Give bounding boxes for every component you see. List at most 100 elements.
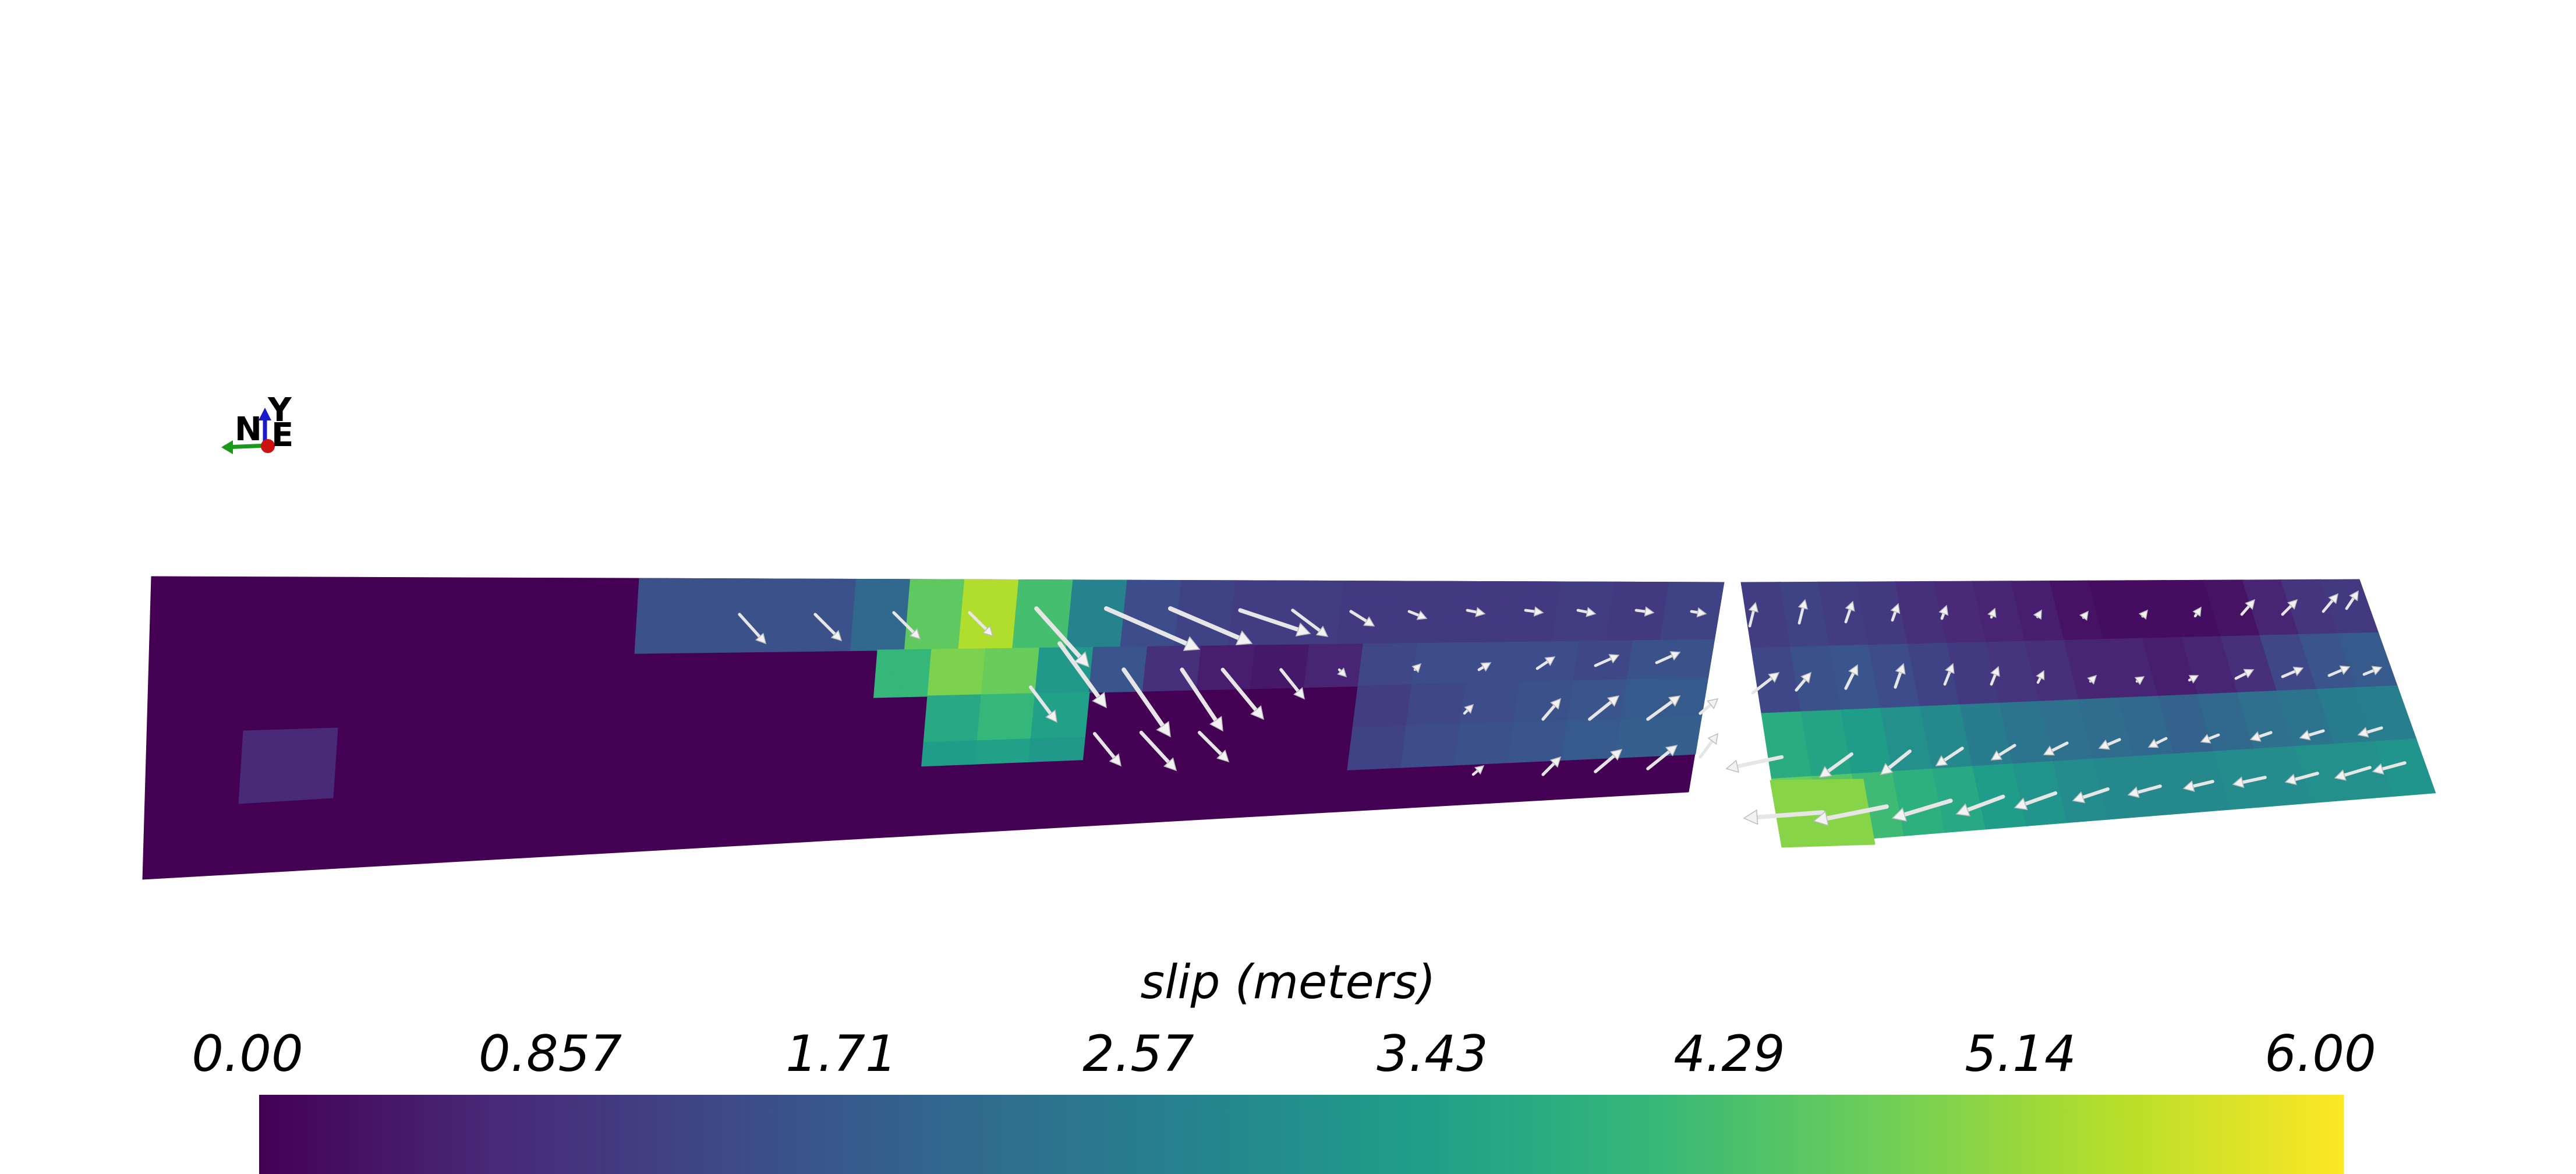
slip-arrow-head [1644,606,1655,617]
slip-arrow-head [1990,666,2000,677]
slip-patch [1563,719,1595,741]
slip-arrow-head [1474,765,1485,775]
slip-arrow-head [1216,749,1230,763]
slip-arrow [2023,791,2058,806]
slip-patch [1498,621,1529,643]
slip-arrow-head [2334,769,2347,781]
slip-arrow-head [2249,731,2262,742]
slip-arrow [2193,612,2198,618]
slip-arrow [1168,606,1241,641]
slip-arrow-head [1480,662,1492,672]
slip-patch [1255,623,1286,646]
slip-patch [1035,670,1066,694]
slip-arrow-head [2372,763,2384,775]
slip-arrow-head [1696,607,1707,618]
axis-label-up: Y [268,391,292,429]
slip-patch [1693,582,1725,602]
slip-arrow [1407,610,1421,617]
slip-patch [1389,622,1421,645]
slip-arrow [1198,731,1223,756]
slip-arrow-head [2339,665,2351,676]
slip-arrow-head [2349,590,2359,602]
slip-patch [979,694,1010,719]
slip-arrow [1690,610,1700,614]
slip-arrow [1655,654,1674,664]
slip-patch [1059,691,1090,716]
fault-patches [142,576,2436,880]
slip-patch [1513,701,1545,723]
slip-arrow-head [2287,599,2298,610]
slip-patch [1203,602,1234,625]
colorbar-tick: 6.00 [2264,1025,2376,1083]
slip-arrow-head [2182,780,2195,792]
slip-patch [1561,738,1592,761]
slip-patch [1406,704,1437,727]
slip-patch [1483,722,1515,744]
slip-patch [1492,662,1523,684]
slip-arrow [1735,755,1784,769]
slip-arrow-head [1955,803,1971,816]
slip-patch [1311,602,1343,624]
slip-arrow-head [1235,630,1253,646]
slip-arrow-head [2357,727,2369,738]
slip-arrow-head [1707,733,1718,745]
slip-arrow [968,611,988,631]
slip-patch [1422,581,1453,603]
slip-patch [875,649,905,674]
slip-arrow [2281,670,2297,678]
slip-patch [923,718,954,744]
slip-arrow [1646,749,1671,770]
slip-arrow [2191,780,2214,788]
slip-patch [1435,683,1467,705]
slip-arrow-head [1987,607,1997,618]
slip-patch [1179,580,1210,603]
slip-arrow-head [1607,695,1620,707]
slip-patch [1569,680,1601,702]
slip-patch [1605,620,1637,642]
slip-patch [1441,642,1473,664]
slip-arrow-head [1935,755,1948,766]
slip-patch [719,578,749,604]
slip-patch [987,602,1018,627]
slip-arrow-head [1890,603,1901,614]
slip-patch [927,671,958,697]
slip-patch [1489,681,1520,704]
slip-arrow [2036,676,2042,684]
slip-arrow [1104,606,1190,646]
slip-patch [1417,622,1448,644]
slip-arrow [1466,609,1478,614]
slip-patch [796,626,827,652]
slip-arrow [1576,609,1589,614]
slip-arrow-head [909,628,921,640]
slip-arrow [1891,610,1897,622]
slip-patch [688,627,719,653]
slip-patch [1579,621,1610,642]
slip-patch [1680,658,1712,679]
slip-patch-small [238,727,338,804]
slip-arrow-head [755,632,767,645]
slip-patch [1537,720,1569,742]
slip-arrow [1477,666,1485,671]
slip-patch [954,671,985,696]
slip-patch [981,670,1011,696]
slip-arrow [1093,732,1116,760]
slip-arrow-head [2079,610,2089,621]
slip-arrow [1535,660,1549,670]
slip-arrow-head [1990,750,2002,761]
colorbar-tick: 1.71 [785,1025,897,1083]
slip-patch [773,578,803,604]
colorbar-tick: 3.43 [1377,1025,1488,1083]
slip-patch [1336,623,1367,645]
slip-patch [1683,639,1715,660]
slip-patch [1501,601,1532,623]
slip-patch [931,625,962,650]
slip-arrow-head [1209,716,1223,732]
slip-patch [1043,579,1074,603]
slip-patch [1650,678,1682,699]
slip-arrow [2380,761,2407,771]
slip-patch [1002,738,1032,763]
slip-patch [929,648,960,674]
slip-patch [1149,602,1180,625]
slip-arrow [1471,769,1480,776]
